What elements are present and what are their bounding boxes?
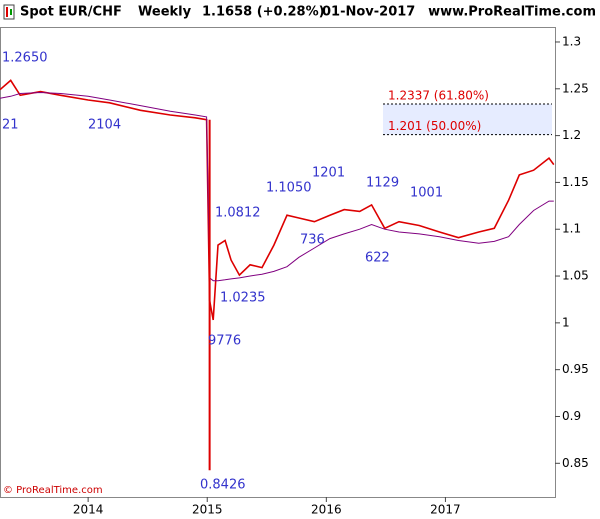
- x-tick-label: 2017: [430, 503, 461, 517]
- quote: 1.1658 (+0.28%): [202, 5, 325, 20]
- logo: [3, 4, 15, 20]
- y-tick-label: 0.9: [562, 409, 581, 423]
- plot-frame: [0, 27, 556, 498]
- annotation: 1201: [312, 166, 345, 181]
- y-tick-label: 1.15: [562, 175, 589, 189]
- annotation: 1.0235: [220, 291, 266, 306]
- fib-label: 1.2337 (61.80%): [388, 89, 489, 103]
- annotation: 622: [365, 251, 390, 266]
- y-tick-label: 1.3: [562, 34, 581, 48]
- x-tick-label: 2015: [192, 503, 223, 517]
- annotation: 736: [300, 233, 325, 248]
- annotation: 21: [2, 118, 19, 133]
- annotation: 1001: [410, 186, 443, 201]
- y-tick-label: 1.2: [562, 128, 581, 142]
- y-tick-label: 0.95: [562, 362, 589, 376]
- y-tick-label: 1: [562, 315, 570, 329]
- period: Weekly: [138, 5, 192, 20]
- annotation: 0.8426: [200, 478, 246, 493]
- annotation: 1.1050: [266, 181, 312, 196]
- footer: © ProRealTime.com: [3, 485, 103, 496]
- price-line: [0, 91, 554, 282]
- y-tick-label: 1.05: [562, 269, 589, 283]
- y-tick-label: 1.25: [562, 81, 589, 95]
- symbol: Spot EUR/CHF: [20, 5, 122, 20]
- fib-zone: [383, 104, 552, 135]
- annotation: 1.0812: [215, 206, 261, 221]
- price-line: [0, 79, 555, 321]
- site: www.ProRealTime.com: [428, 5, 596, 20]
- x-tick-label: 2016: [311, 503, 342, 517]
- annotation: 2104: [88, 118, 121, 133]
- annotation: 1129: [366, 176, 399, 191]
- date: 01-Nov-2017: [322, 5, 415, 20]
- x-tick-label: 2014: [73, 503, 104, 517]
- y-tick-label: 0.85: [562, 456, 589, 470]
- y-tick-label: 1.1: [562, 222, 581, 236]
- fib-label: 1.201 (50.00%): [388, 119, 481, 133]
- annotation: 9776: [208, 334, 241, 349]
- annotation: 1.2650: [2, 51, 48, 66]
